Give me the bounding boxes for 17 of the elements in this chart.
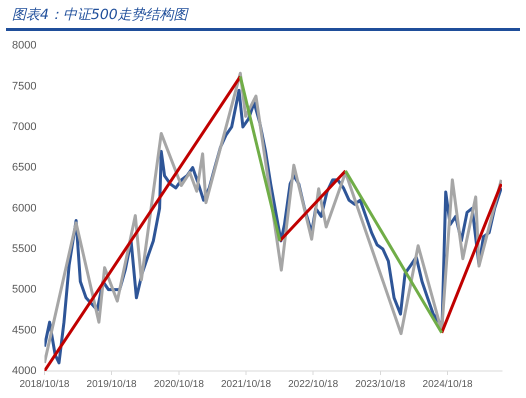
y-tick-label: 5500 [12, 243, 36, 256]
y-tick-label: 6500 [12, 162, 36, 174]
y-tick-label: 7500 [12, 80, 36, 92]
y-tick-label: 5000 [12, 284, 36, 296]
x-tick-label: 2022/10/18 [288, 378, 339, 390]
x-tick-label: 2020/10/18 [154, 378, 204, 390]
x-tick-label: 2023/10/18 [355, 378, 406, 390]
x-tick-label: 2024/10/18 [422, 378, 474, 390]
x-tick-label: 2019/10/18 [86, 378, 138, 390]
y-tick-label: 4000 [12, 365, 36, 378]
y-tick-label: 6000 [12, 202, 36, 214]
x-tick-label: 2018/10/18 [19, 378, 70, 390]
x-tick-label: 2021/10/18 [220, 378, 272, 390]
chart-title: 图表4：中证500走势结构图 [6, 4, 520, 31]
y-tick-label: 8000 [12, 40, 36, 52]
y-tick-label: 7000 [12, 120, 36, 133]
y-tick-label: 4500 [12, 324, 36, 336]
